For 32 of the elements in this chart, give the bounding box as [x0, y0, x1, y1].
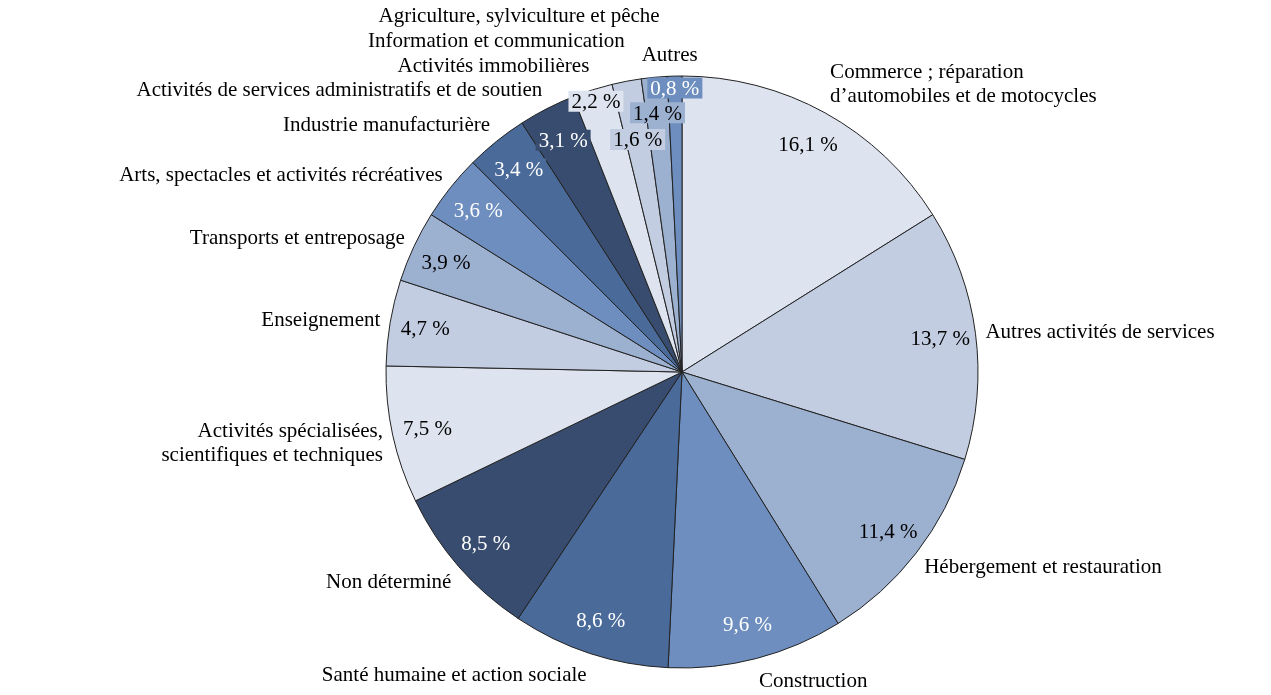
data-label: 7,5 %	[403, 415, 453, 440]
data-label: 2,2 %	[571, 89, 621, 114]
slice-label: Transports et entreposage	[189, 225, 405, 250]
slice-label: Hébergement et restauration	[924, 554, 1163, 579]
data-label: 0,8 %	[650, 75, 700, 100]
data-label: 8,5 %	[461, 531, 511, 556]
data-label: 11,4 %	[858, 519, 918, 544]
data-label: 9,6 %	[723, 612, 773, 637]
slice-label: Industrie manufacturière	[283, 112, 491, 137]
slice-label: Activités de services administratifs et de soutien	[136, 77, 543, 102]
data-label: 3,6 %	[453, 197, 503, 222]
slice-label: Construction	[758, 667, 868, 692]
slice-label: Information et communication	[368, 27, 626, 52]
slice-label: Activités immobilières	[397, 52, 590, 77]
data-label: 3,1 %	[538, 128, 588, 153]
slice-label: Autres	[641, 42, 698, 67]
data-label: 4,7 %	[400, 316, 450, 341]
data-label: 3,4 %	[494, 157, 544, 182]
slice-label: Agriculture, sylviculture et pêche	[378, 3, 660, 28]
slice-label: Commerce ; réparation d’automobiles et de motocycles	[830, 59, 1097, 108]
slice-label: Arts, spectacles et activités récréatives	[119, 161, 443, 186]
data-label: 16,1 %	[778, 132, 838, 157]
slice-label: Non déterminé	[326, 569, 452, 593]
data-label: 3,9 %	[421, 249, 471, 274]
data-label: 1,6 %	[613, 127, 663, 152]
data-label: 1,4 %	[633, 100, 683, 125]
data-label: 13,7 %	[910, 326, 971, 351]
slice-label: Santé humaine et action sociale	[321, 662, 587, 687]
slice-label: Enseignement	[261, 306, 381, 331]
slice-label: Autres activités de services	[985, 318, 1215, 343]
slice-label: Activités spécialisées, scientifiques et techniques	[161, 418, 384, 467]
data-label: 8,6 %	[576, 607, 626, 632]
